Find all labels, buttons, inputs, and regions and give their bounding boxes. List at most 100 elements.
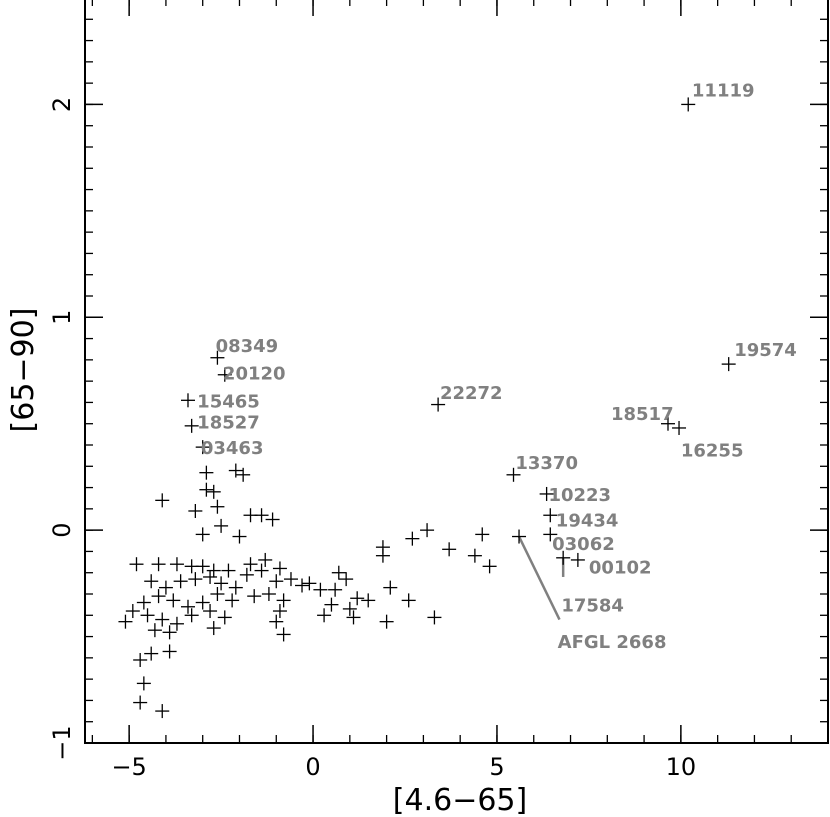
data-point bbox=[543, 527, 558, 542]
minor-ticks bbox=[85, 0, 829, 744]
point-label: 13370 bbox=[515, 453, 578, 474]
data-point bbox=[158, 580, 173, 595]
data-point bbox=[342, 601, 357, 616]
point-label: 15465 bbox=[197, 391, 260, 412]
data-point bbox=[317, 608, 332, 623]
data-point bbox=[199, 465, 214, 480]
point-label: 03062 bbox=[552, 534, 615, 555]
data-point bbox=[225, 593, 240, 608]
point-label: 20120 bbox=[223, 364, 286, 385]
annotation-leader-line bbox=[517, 535, 561, 621]
point-label: 03463 bbox=[201, 438, 264, 459]
data-point bbox=[214, 576, 229, 591]
data-point bbox=[203, 604, 218, 619]
data-point bbox=[269, 614, 284, 629]
data-point bbox=[427, 610, 442, 625]
data-point bbox=[184, 608, 199, 623]
data-point bbox=[681, 97, 696, 112]
data-point bbox=[195, 440, 210, 455]
data-point bbox=[272, 561, 287, 576]
data-point bbox=[247, 589, 262, 604]
x-tick-label: 10 bbox=[666, 753, 697, 781]
y-tick-label: 0 bbox=[48, 523, 76, 538]
data-point bbox=[272, 604, 287, 619]
data-point bbox=[214, 518, 229, 533]
data-point bbox=[302, 576, 317, 591]
data-point bbox=[295, 578, 310, 593]
data-point bbox=[195, 595, 210, 610]
data-point bbox=[721, 357, 736, 372]
data-point bbox=[144, 646, 159, 661]
data-point bbox=[313, 582, 328, 597]
data-point bbox=[328, 582, 343, 597]
data-point bbox=[180, 599, 195, 614]
data-point bbox=[118, 614, 133, 629]
data-point bbox=[346, 610, 361, 625]
data-point bbox=[169, 616, 184, 631]
data-point bbox=[125, 604, 140, 619]
data-point bbox=[379, 614, 394, 629]
data-point bbox=[199, 482, 214, 497]
point-label: AFGL 2668 bbox=[558, 632, 667, 653]
data-point bbox=[512, 529, 527, 544]
data-point bbox=[539, 486, 554, 501]
data-point bbox=[361, 593, 376, 608]
point-label: 22272 bbox=[440, 383, 503, 404]
data-point bbox=[217, 367, 232, 382]
data-point bbox=[228, 580, 243, 595]
point-annotations: 11119 19574 18517 16255 22272 13370 10223 19434… bbox=[197, 81, 797, 653]
data-point bbox=[276, 593, 291, 608]
data-point bbox=[180, 393, 195, 408]
data-point bbox=[269, 574, 284, 589]
plot-frame bbox=[84, 0, 829, 744]
data-point bbox=[221, 563, 236, 578]
data-point bbox=[162, 625, 177, 640]
data-point bbox=[236, 467, 251, 482]
y-tick-label: 2 bbox=[48, 97, 76, 112]
data-point bbox=[188, 572, 203, 587]
data-point bbox=[210, 499, 225, 514]
data-point bbox=[133, 695, 148, 710]
data-point bbox=[162, 644, 177, 659]
data-point bbox=[431, 397, 446, 412]
data-point bbox=[261, 587, 276, 601]
point-label: 19574 bbox=[734, 340, 797, 361]
data-point bbox=[420, 523, 435, 538]
data-point bbox=[467, 548, 482, 563]
x-tick-label: 5 bbox=[489, 753, 504, 781]
point-label: 18527 bbox=[197, 413, 260, 434]
point-label: 19434 bbox=[556, 511, 619, 532]
point-label: 10223 bbox=[548, 485, 611, 506]
data-point bbox=[210, 350, 225, 365]
data-point bbox=[276, 627, 291, 642]
data-point bbox=[188, 503, 203, 518]
data-point bbox=[401, 593, 416, 608]
data-point bbox=[151, 589, 166, 604]
data-point bbox=[383, 580, 398, 595]
data-point bbox=[570, 552, 585, 567]
data-point bbox=[442, 542, 457, 557]
data-point bbox=[283, 572, 298, 587]
data-point bbox=[173, 574, 188, 589]
data-point bbox=[206, 563, 221, 578]
data-point bbox=[210, 587, 225, 601]
data-point bbox=[243, 508, 258, 523]
data-point bbox=[133, 652, 148, 667]
y-ticks: −1 0 1 2 bbox=[48, 97, 828, 761]
data-point bbox=[543, 508, 558, 523]
data-point bbox=[254, 563, 269, 578]
data-point bbox=[166, 593, 181, 608]
data-point bbox=[151, 557, 166, 572]
data-point bbox=[155, 704, 170, 719]
data-points bbox=[118, 97, 736, 719]
data-point bbox=[206, 621, 221, 636]
data-point bbox=[660, 416, 675, 431]
data-point bbox=[144, 574, 159, 589]
point-label: 17584 bbox=[561, 596, 624, 617]
data-point bbox=[217, 610, 232, 625]
data-point bbox=[228, 463, 243, 478]
data-point bbox=[195, 559, 210, 574]
data-point bbox=[506, 467, 521, 482]
x-tick-label: −5 bbox=[111, 753, 146, 781]
